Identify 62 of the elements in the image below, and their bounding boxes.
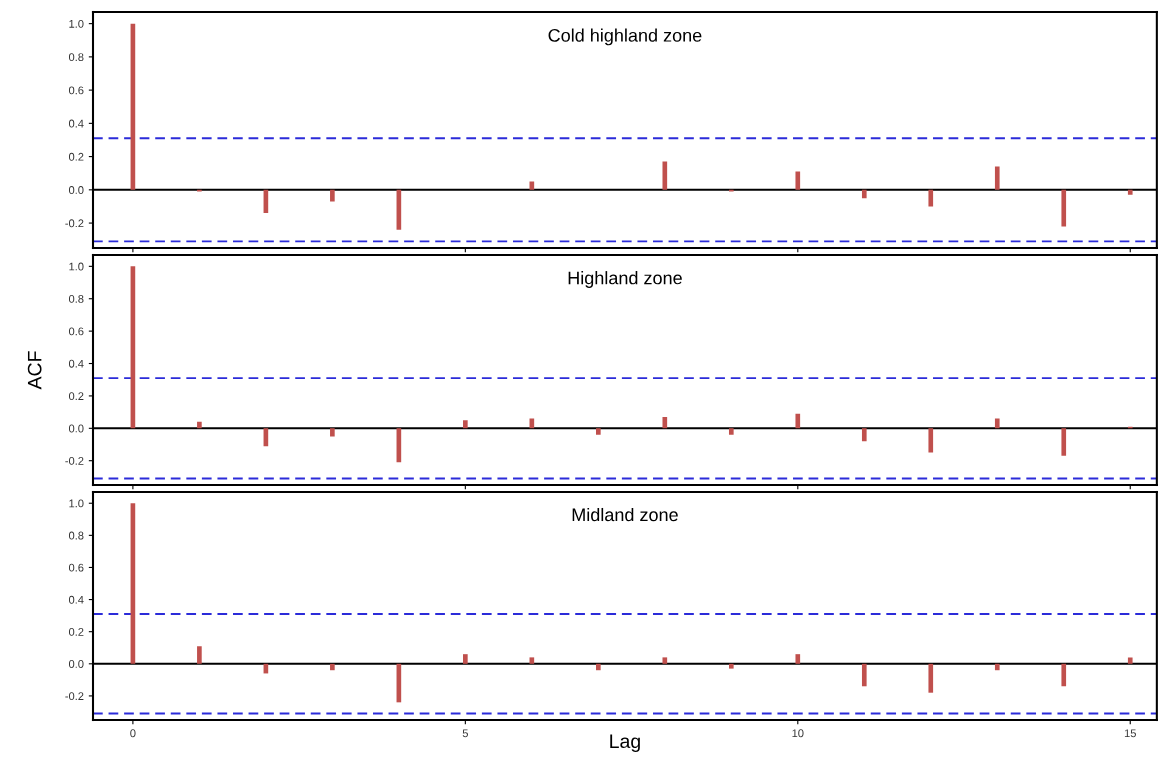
bar [861, 428, 867, 442]
bar [596, 428, 601, 435]
y-tick-label: 0.6 [68, 327, 84, 336]
y-tick-label: 0.2 [68, 627, 84, 636]
y-tick-label: 0.6 [68, 563, 84, 572]
bar [330, 663, 335, 671]
bar [1127, 189, 1133, 195]
text: Cold highland zone [548, 28, 702, 46]
bar [463, 420, 468, 429]
y-tick-label: 0.2 [68, 392, 84, 401]
bar [994, 663, 1000, 671]
bar [795, 171, 801, 190]
y-tick-label: -0.2 [65, 692, 84, 701]
bar [1061, 663, 1067, 687]
bar [728, 663, 734, 669]
y-tick-label: -0.2 [65, 456, 84, 465]
bar [197, 646, 202, 664]
y-tick-label: 0.4 [68, 359, 84, 368]
bar [662, 416, 668, 429]
bar [1127, 657, 1133, 664]
y-tick-label: 0.4 [68, 119, 84, 128]
y-tick-label: 0.8 [68, 531, 84, 540]
bar [928, 189, 934, 207]
y-tick-label: 0.6 [68, 86, 84, 95]
y-tick-label: -0.2 [65, 219, 84, 228]
bar [662, 657, 668, 664]
bar [529, 657, 535, 664]
bar [861, 663, 867, 687]
y-tick-label: 0.8 [68, 295, 84, 303]
y-tick-label: 0.8 [68, 53, 84, 62]
bar [994, 418, 1000, 429]
x-axis-title: Lag [610, 734, 640, 752]
bar [795, 413, 801, 429]
bar [861, 189, 867, 199]
bar [197, 421, 202, 429]
bar [928, 428, 934, 453]
y-tick-label: 0.0 [68, 424, 84, 433]
y-axis-title: ACF [27, 351, 42, 390]
bar [994, 166, 1000, 190]
bar [330, 428, 335, 437]
bar [928, 663, 934, 693]
bar [662, 161, 668, 190]
bar [463, 654, 468, 664]
text: Midland zone [572, 507, 678, 522]
x-tick-label: 10 [792, 729, 804, 738]
y-tick-label: 1.0 [69, 499, 84, 508]
text: Highland zone [568, 271, 682, 288]
bar [1061, 189, 1067, 227]
y-tick-label: 0.0 [68, 660, 84, 668]
y-tick-label: 1.0 [69, 262, 84, 271]
bar [596, 663, 601, 671]
bar [330, 189, 335, 202]
bar [795, 654, 801, 664]
y-tick-label: 0.2 [68, 152, 84, 161]
x-tick-label: 0 [130, 729, 136, 738]
x-tick-label: 5 [462, 729, 468, 738]
bar [1061, 428, 1067, 456]
y-tick-label: 1.0 [69, 19, 84, 28]
bar [728, 428, 734, 435]
y-tick-label: 0.4 [68, 595, 84, 604]
y-tick-label: 0.0 [68, 186, 84, 194]
x-tick-label: 15 [1124, 729, 1136, 738]
